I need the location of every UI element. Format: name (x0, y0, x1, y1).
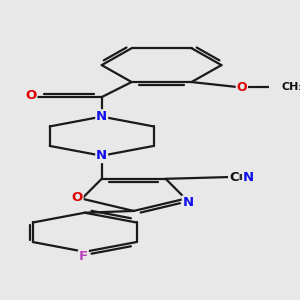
Text: F: F (79, 250, 88, 263)
Text: N: N (183, 196, 194, 209)
Text: CH₃: CH₃ (281, 82, 300, 92)
Text: O: O (26, 89, 37, 102)
Text: N: N (96, 149, 107, 162)
Text: N: N (243, 170, 254, 184)
Text: N: N (96, 110, 107, 123)
Text: O: O (71, 191, 83, 204)
Text: C: C (229, 170, 238, 184)
Text: O: O (236, 81, 247, 94)
